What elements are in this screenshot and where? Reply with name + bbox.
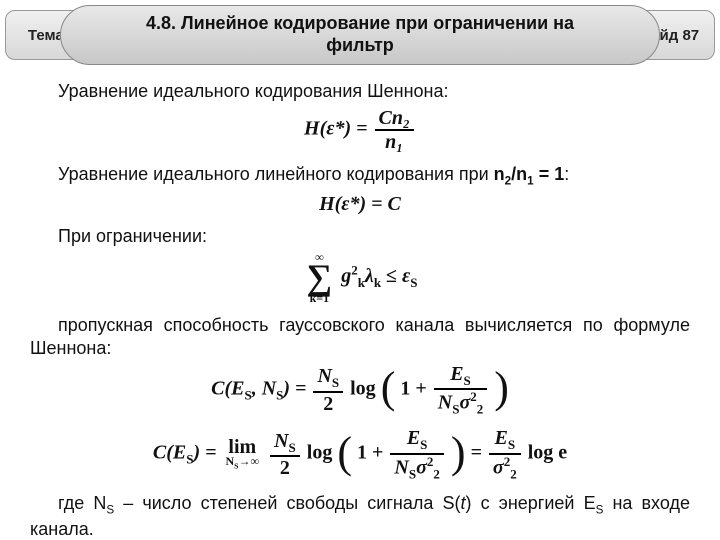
f3-eps: ε bbox=[402, 265, 410, 287]
f5-tail-frac: ES σ22 bbox=[489, 427, 521, 481]
f5-c1: NS 2 bbox=[270, 430, 300, 479]
lim-sub: NS→∞ bbox=[226, 455, 260, 470]
lim-symbol: lim NS→∞ bbox=[226, 439, 260, 470]
f3-le: ≤ bbox=[386, 265, 402, 287]
para-2: Уравнение идеального линейного кодирован… bbox=[30, 163, 690, 189]
f1-lhs: H(ε*) = bbox=[304, 117, 367, 139]
f3-eps-sub: S bbox=[410, 275, 417, 290]
f1-frac: Cn₂ n₁ bbox=[375, 107, 414, 153]
f4-lhs-b: S bbox=[244, 388, 251, 403]
p2b: n bbox=[494, 164, 505, 184]
p2d: /n bbox=[511, 164, 527, 184]
f3-lambda: λ bbox=[365, 265, 374, 287]
p2f: = 1 bbox=[534, 164, 565, 184]
f1-num: Cn₂ bbox=[375, 107, 414, 131]
sigma-icon: ∑ bbox=[307, 263, 333, 292]
formula-3: ∞ ∑ k=1 g2kλk ≤ εS bbox=[30, 251, 690, 304]
p5b: S bbox=[106, 503, 114, 516]
f5-lhs-a: C(E bbox=[153, 442, 186, 464]
para-3: При ограничении: bbox=[30, 225, 690, 248]
lim-text: lim bbox=[226, 439, 260, 455]
formula-4: C(ES, NS) = NS 2 log ( 1 + ES NSσ22 ) bbox=[30, 363, 690, 417]
f3-g-sub: k bbox=[358, 275, 365, 290]
slide-header: Тема IV 4.8. Линейное кодирование при ог… bbox=[0, 0, 720, 70]
para-5: где NS – число степеней свободы сигнала … bbox=[30, 492, 690, 540]
rparen2-icon: ) bbox=[451, 433, 466, 473]
f5-lhs-c: ) = bbox=[193, 442, 221, 464]
p2g: : bbox=[564, 164, 569, 184]
f4-c1-den: 2 bbox=[313, 393, 343, 415]
p5a: где N bbox=[58, 493, 106, 513]
f4-c1: NS 2 bbox=[313, 365, 343, 414]
rparen-icon: ) bbox=[494, 368, 509, 408]
lparen-icon: ( bbox=[381, 368, 396, 408]
f4-inner: 1 + ES NSσ22 bbox=[400, 363, 489, 417]
f5-loge: log e bbox=[528, 442, 567, 464]
f4-inner-num: ES bbox=[434, 363, 487, 390]
p5c: – число степеней свободы сигнала S( bbox=[114, 493, 460, 513]
f4-inner-frac: ES NSσ22 bbox=[434, 363, 487, 417]
f4-log: log bbox=[350, 378, 376, 400]
sum-symbol: ∞ ∑ k=1 bbox=[307, 251, 333, 304]
formula-1: H(ε*) = Cn₂ n₁ bbox=[30, 107, 690, 153]
lparen2-icon: ( bbox=[337, 433, 352, 473]
f4-one: 1 + bbox=[400, 378, 431, 400]
content: Уравнение идеального кодирования Шеннона… bbox=[0, 70, 720, 540]
f4-lhs-c: , N bbox=[252, 378, 276, 400]
f4-c1-num: NS bbox=[313, 365, 343, 392]
title-bar: 4.8. Линейное кодирование при ограничени… bbox=[60, 5, 660, 65]
f1-den: n₁ bbox=[375, 131, 414, 153]
p5e: ) с энергией E bbox=[465, 493, 595, 513]
para-4: пропускная способность гауссовского кана… bbox=[30, 314, 690, 359]
f3-lambda-sub: k bbox=[374, 275, 381, 290]
formula-2: H(ε*) = C bbox=[30, 193, 690, 215]
formula-5: C(ES) = lim NS→∞ NS 2 log ( 1 + ES NSσ22… bbox=[30, 427, 690, 481]
f5-eq: = bbox=[471, 442, 487, 464]
para-1: Уравнение идеального кодирования Шеннона… bbox=[30, 80, 690, 103]
p2a: Уравнение идеального линейного кодирован… bbox=[58, 164, 494, 184]
f4-lhs-a: C(E bbox=[211, 378, 244, 400]
sum-bot: k=1 bbox=[307, 292, 333, 304]
f4-inner-den: NSσ22 bbox=[434, 390, 487, 417]
title-text: 4.8. Линейное кодирование при ограничени… bbox=[121, 13, 599, 56]
f4-lhs-e: ) = bbox=[283, 378, 311, 400]
f3-g: g bbox=[341, 265, 351, 287]
